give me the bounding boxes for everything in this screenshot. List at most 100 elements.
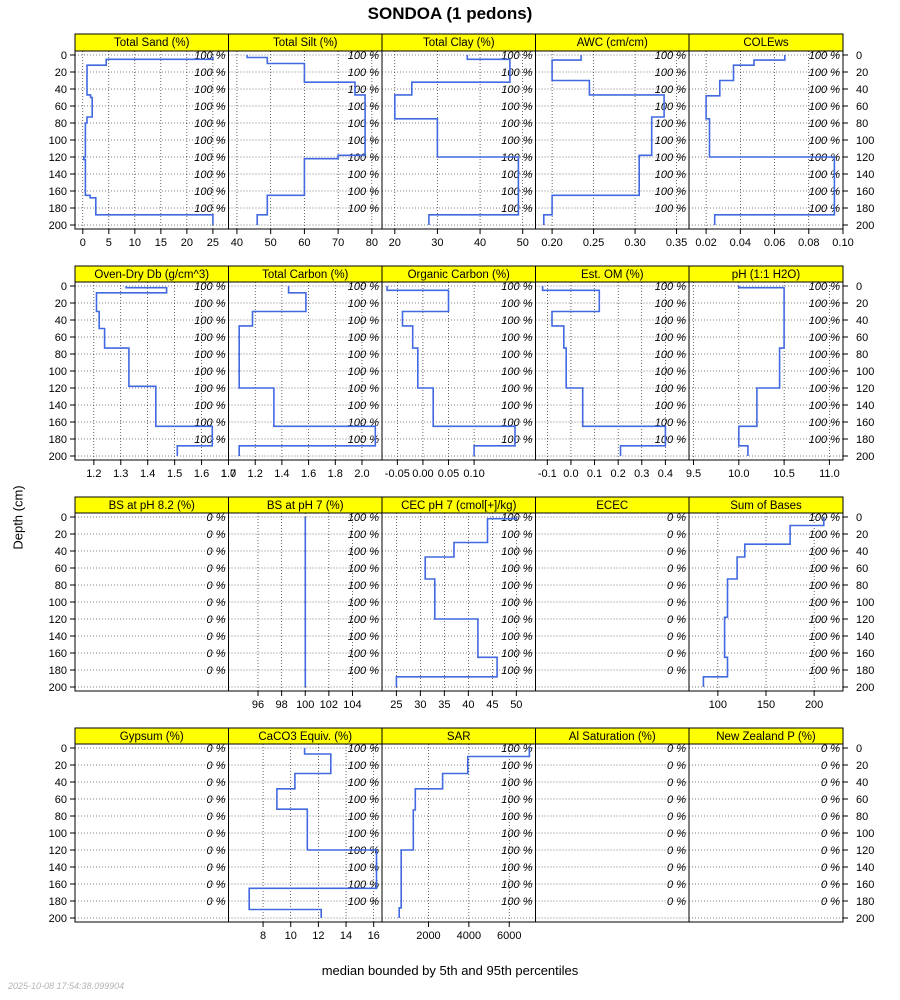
panel-row-1: Total Sand (%) 100 % 100 % 100 % 100 % 100 % 1… [49,33,874,249]
percent-label: 100 % [194,298,225,310]
x-tick-label: 0.10 [832,237,853,249]
percent-label: 100 % [655,169,686,181]
y-tick-label-right: 40 [856,84,868,96]
percent-label: 0 % [207,845,226,857]
percent-label: 0 % [207,828,226,840]
percent-label: 100 % [809,50,840,62]
x-tick-label: 0 [80,237,86,249]
percent-label: 100 % [655,332,686,344]
percent-label: 0 % [207,648,226,660]
y-tick-label-right: 0 [856,743,862,755]
percent-label: 100 % [348,400,379,412]
y-tick-label-left: 160 [49,417,67,429]
percent-label: 0 % [207,614,226,626]
panel-title: Al Saturation (%) [569,731,656,743]
series-line [542,55,665,225]
percent-label: 100 % [194,67,225,79]
panel: Total Sand (%) 100 % 100 % 100 % 100 % 100 % 1… [74,33,229,249]
y-tick-label-right: 40 [856,315,868,327]
percent-label: 100 % [501,828,532,840]
y-tick-label-right: 160 [856,417,874,429]
x-tick-label: 100 [296,699,314,711]
percent-label: 100 % [194,50,225,62]
percent-label: 100 % [809,434,840,446]
percent-label: 0 % [667,896,686,908]
x-tick-label: 150 [757,699,775,711]
x-tick-label: 0.05 [438,468,459,480]
percent-label: 100 % [655,101,686,113]
y-tick-label-right: 140 [856,400,874,412]
percent-label: 100 % [809,101,840,113]
percent-label: 0 % [667,845,686,857]
percent-label: 100 % [348,67,379,79]
x-tick-label: 40 [231,237,243,249]
series-line [386,286,516,456]
percent-label: 100 % [348,383,379,395]
percent-label: 100 % [501,434,532,446]
panel-title: BS at pH 8.2 (%) [109,500,195,512]
percent-label: 100 % [809,597,840,609]
percent-label: 100 % [501,665,532,677]
percent-label: 0 % [667,563,686,575]
series-line [246,55,366,225]
x-tick-label: 2000 [416,930,440,942]
percent-label: 100 % [348,169,379,181]
percent-label: 100 % [194,315,225,327]
panel-title: New Zealand P (%) [716,731,816,743]
panel: CEC pH 7 (cmol[+]/kg) 100 % 100 % 100 % 100 … [381,496,536,711]
percent-label: 0 % [667,760,686,772]
panel: pH (1:1 H2O) 100 % 100 % 100 % 100 % 100 % 100… [686,265,844,480]
percent-label: 100 % [348,101,379,113]
y-tick-label-left: 140 [49,169,67,181]
percent-label: 100 % [655,135,686,147]
panel: ECEC 0 % 0 % 0 % 0 % 0 % 0 % 0 % 0 % 0 % 0 % [535,496,690,692]
percent-label: 100 % [501,845,532,857]
y-tick-label-left: 60 [55,794,67,806]
percent-label: 100 % [655,281,686,293]
panel: Oven-Dry Db (g/cm^3)100 %100 %100 %100 %… [74,265,236,480]
percent-label: 100 % [501,400,532,412]
percent-label: 100 % [655,400,686,412]
percent-label: 100 % [348,879,379,891]
percent-label: 0 % [207,546,226,558]
percent-label: 0 % [667,597,686,609]
percent-label: 100 % [501,580,532,592]
y-tick-label-right: 200 [856,220,874,232]
percent-label: 100 % [501,186,532,198]
y-tick-label-left: 140 [49,400,67,412]
percent-label: 100 % [501,332,532,344]
x-tick-label: 0.04 [730,237,751,249]
percent-label: 100 % [809,298,840,310]
x-tick-label: 35 [438,699,450,711]
y-tick-label-right: 100 [856,135,874,147]
panel: COLEws 100 % 100 % 100 % 100 % 100 % 100 % 100 … [688,33,854,249]
percent-label: 0 % [667,879,686,891]
percent-label: 100 % [501,546,532,558]
percent-label: 0 % [207,743,226,755]
percent-label: 100 % [501,67,532,79]
panel-title: CaCO3 Equiv. (%) [258,731,352,743]
percent-label: 0 % [821,743,840,755]
percent-label: 100 % [809,366,840,378]
y-tick-label-right: 0 [856,50,862,62]
percent-label: 0 % [667,614,686,626]
percent-label: 100 % [809,580,840,592]
percent-label: 100 % [194,383,225,395]
panel-title: SAR [447,731,471,743]
y-tick-label-right: 180 [856,665,874,677]
x-tick-label: 20 [389,237,401,249]
panel: Sum of Bases 100 % 100 % 100 % 100 % 100 % 100… [688,496,844,711]
percent-label: 100 % [655,84,686,96]
percent-label: 100 % [194,203,225,215]
x-tick-label: 10.5 [773,468,794,480]
y-tick-label-left: 120 [49,383,67,395]
x-tick-label: 45 [486,699,498,711]
y-tick-label-right: 20 [856,67,868,79]
percent-label: 100 % [809,529,840,541]
percent-label: 100 % [348,512,379,524]
percent-label: 100 % [194,101,225,113]
percent-label: 0 % [207,529,226,541]
percent-label: 100 % [655,383,686,395]
percent-label: 100 % [809,614,840,626]
percent-label: 0 % [207,512,226,524]
